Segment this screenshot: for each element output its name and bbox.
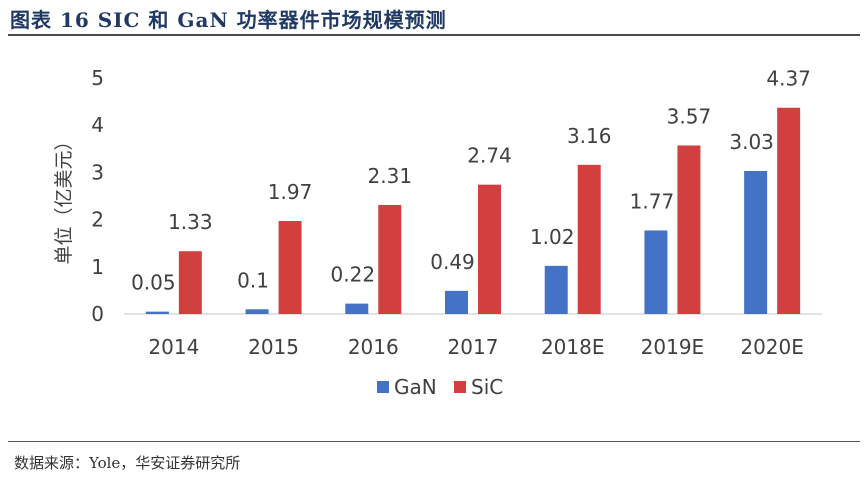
data-label-sic: 4.37 [766,67,811,91]
bar-chart: 0 1 2 3 4 5 单位（亿美元） 0.05 1.33 2014 0.1 1.97 2015 0.22… [53,66,822,399]
bar-gan [145,311,169,314]
bar-sic [178,251,202,314]
x-tick-label: 2019E [641,335,705,359]
figure-title: 图表 16 SIC 和 GaN 功率器件市场规模预测 [10,8,447,32]
y-tick-label: 3 [91,160,104,184]
x-tick-label: 2015 [248,335,299,359]
data-label-sic: 1.33 [168,210,213,234]
data-label-sic: 2.31 [368,164,413,188]
footer-rule [8,441,860,442]
legend-swatch-gan [377,381,389,393]
source-note: 数据来源：Yole，华安证券研究所 [14,454,241,472]
bar-sic [677,145,701,314]
legend-label-sic: SiC [471,375,503,399]
title-rule [8,34,860,36]
data-label-sic: 2.74 [467,144,512,168]
data-label-gan: 0.49 [430,250,475,274]
bar-gan [644,230,668,314]
y-tick-label: 2 [91,208,104,232]
bar-gan [445,290,468,314]
legend-label-gan: GaN [394,375,437,399]
data-label-sic: 3.16 [567,124,612,148]
bar-gan [544,265,568,314]
y-tick-label: 5 [91,66,104,90]
bar-sic [378,204,402,314]
data-label-gan: 0.05 [131,271,176,295]
bar-gan [245,309,269,314]
x-tick-label: 2014 [148,335,199,359]
x-tick-label: 2020E [740,335,804,359]
data-label-gan: 0.22 [331,263,376,287]
legend-swatch-sic [454,381,466,393]
data-label-gan: 1.77 [630,189,675,213]
data-label-sic: 3.57 [667,104,712,128]
data-label-gan: 3.03 [729,130,774,154]
y-tick-label: 4 [91,113,104,137]
bar-sic [278,221,302,314]
bar-gan [744,170,768,314]
bar-sic [577,164,601,314]
y-tick-label: 0 [91,302,104,326]
y-tick-label: 1 [91,255,104,279]
data-label-sic: 1.97 [268,180,313,204]
x-tick-label: 2018E [541,335,605,359]
bar-sic [478,184,501,314]
y-axis-title: 单位（亿美元） [53,131,75,264]
data-label-gan: 0.1 [237,268,269,292]
x-tick-label: 2016 [348,335,399,359]
data-label-gan: 1.02 [530,225,575,249]
bar-sic [777,107,801,315]
bar-gan [345,303,369,314]
x-tick-label: 2017 [448,335,499,359]
